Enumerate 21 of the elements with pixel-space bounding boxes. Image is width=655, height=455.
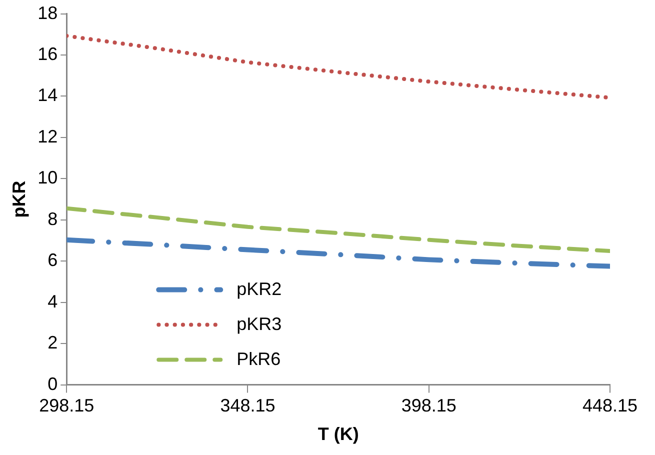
line-series <box>66 34 610 100</box>
legend-label: pKR3 <box>236 314 282 334</box>
y-tick-label: 12 <box>38 126 58 146</box>
y-axis-title: pKR <box>8 180 29 218</box>
y-tick-label: 8 <box>48 208 58 229</box>
x-axis-title: T (K) <box>318 424 359 444</box>
legend-label: pKR2 <box>236 278 282 299</box>
x-tick-label: 398.15 <box>401 396 456 416</box>
y-tick-label: 16 <box>38 44 58 64</box>
y-tick-label: 6 <box>48 250 58 270</box>
x-tick-label: 348.15 <box>220 396 276 416</box>
y-tick-label: 4 <box>48 291 58 312</box>
y-tick-label: 14 <box>38 85 58 106</box>
x-tick-label: 298.15 <box>39 396 94 416</box>
legend-label: PkR6 <box>236 348 281 369</box>
line-series <box>66 206 610 254</box>
y-tick-label: 2 <box>48 332 58 353</box>
x-tick-label: 448.15 <box>582 396 638 416</box>
y-tick-label: 10 <box>38 168 58 188</box>
y-tick-label: 18 <box>38 2 58 23</box>
y-tick-label: 0 <box>48 374 58 394</box>
